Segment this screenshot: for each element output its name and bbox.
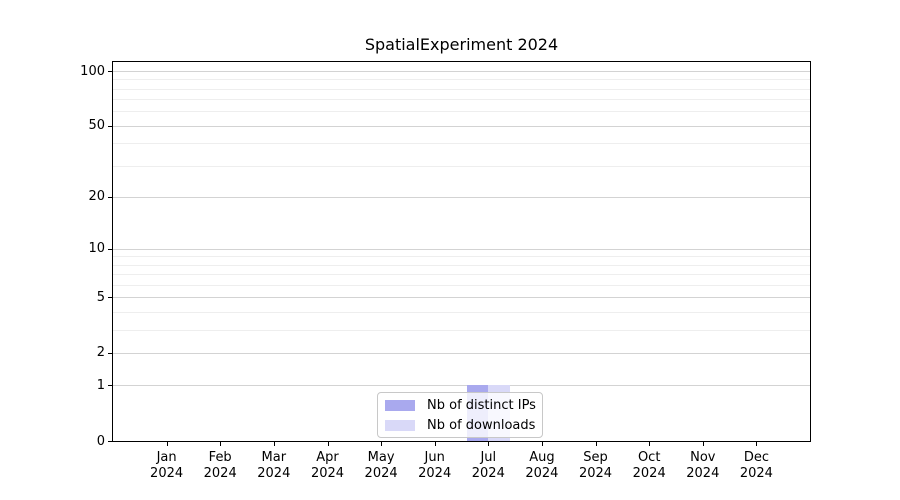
x-tick-month: Nov: [690, 450, 716, 465]
x-tick-year: 2024: [203, 466, 237, 481]
major-gridline: [113, 248, 810, 250]
y-axis-tick-label: 2: [96, 345, 105, 361]
y-axis-tick-label: 20: [88, 189, 105, 205]
minor-gridline: [113, 79, 810, 81]
x-axis-tick-label: Dec 2024: [726, 450, 786, 482]
x-tick-month: May: [367, 450, 395, 465]
minor-gridline: [113, 312, 810, 313]
x-tick-year: 2024: [632, 466, 666, 481]
x-axis-tick-label: Sep 2024: [566, 450, 626, 482]
y-axis-tick: [108, 196, 112, 198]
major-gridline: [113, 125, 810, 127]
minor-gridline: [113, 329, 810, 331]
x-tick-year: 2024: [471, 466, 505, 481]
chart-title: SpatialExperiment 2024: [364, 35, 559, 54]
legend-swatch: [385, 399, 415, 411]
y-axis-tick-label: 0: [96, 433, 105, 449]
x-axis-tick-label: Jun 2024: [405, 450, 465, 482]
minor-gridline: [113, 165, 810, 167]
x-axis-tick-label: May 2024: [351, 450, 411, 482]
y-axis-tick: [108, 71, 112, 72]
legend: Nb of distinct IPs Nb of downloads: [377, 392, 543, 438]
x-tick-month: Apr: [316, 450, 339, 465]
x-tick-year: 2024: [686, 466, 720, 481]
x-axis-tick: [756, 442, 758, 446]
x-axis-tick-label: Mar 2024: [244, 450, 304, 482]
x-tick-year: 2024: [525, 466, 559, 481]
x-tick-month: Jun: [424, 450, 445, 465]
x-tick-month: Feb: [208, 450, 232, 465]
x-tick-month: Sep: [583, 450, 608, 465]
x-axis-tick-label: Oct 2024: [619, 450, 679, 482]
x-axis-tick-label: Apr 2024: [298, 450, 358, 482]
x-tick-month: Jan: [156, 450, 177, 465]
legend-label: Nb of distinct IPs: [427, 397, 536, 413]
y-axis-tick: [108, 297, 112, 299]
x-axis-tick: [220, 442, 222, 446]
x-axis-tick-label: Jan 2024: [137, 450, 197, 482]
x-axis-tick-label: Nov 2024: [673, 450, 733, 482]
x-axis-tick: [166, 442, 168, 446]
x-tick-year: 2024: [257, 466, 291, 481]
x-tick-year: 2024: [418, 466, 452, 481]
legend-swatch: [385, 419, 415, 431]
x-tick-month: Oct: [637, 450, 661, 465]
major-gridline: [113, 71, 810, 72]
y-axis-tick-label: 5: [96, 289, 105, 305]
x-axis-tick: [488, 442, 490, 446]
x-tick-month: Jul: [480, 450, 497, 465]
x-axis-tick-label: Aug 2024: [512, 450, 572, 482]
legend-label: Nb of downloads: [427, 417, 536, 433]
x-tick-year: 2024: [578, 466, 613, 481]
minor-gridline: [113, 264, 810, 266]
x-tick-month: Aug: [529, 450, 555, 465]
legend-item: Nb of downloads: [385, 418, 535, 433]
x-axis-tick-label: Jul 2024: [458, 450, 518, 482]
y-axis-tick: [108, 441, 112, 442]
minor-gridline: [113, 143, 810, 145]
y-axis-tick-label: 50: [88, 118, 105, 134]
x-tick-month: Dec: [743, 450, 769, 465]
x-axis-tick: [541, 442, 543, 446]
y-axis-tick-label: 10: [88, 241, 105, 257]
y-axis-tick: [108, 248, 112, 250]
minor-gridline: [113, 99, 810, 101]
plot-area: [112, 61, 811, 442]
y-axis-tick: [108, 385, 112, 387]
x-tick-year: 2024: [310, 466, 345, 481]
minor-gridline: [113, 256, 810, 258]
legend-item: Nb of distinct IPs: [385, 397, 536, 413]
minor-gridline: [113, 88, 810, 90]
x-tick-year: 2024: [739, 466, 773, 481]
x-axis-tick: [595, 442, 597, 446]
y-axis-tick: [108, 352, 112, 354]
minor-gridline: [113, 285, 810, 286]
y-axis-tick: [108, 125, 112, 127]
minor-gridline: [113, 111, 810, 113]
x-axis-tick: [649, 442, 651, 446]
x-tick-month: Mar: [261, 450, 287, 465]
major-gridline: [113, 352, 810, 354]
y-axis-tick-label: 100: [80, 63, 105, 79]
minor-gridline: [113, 274, 810, 276]
major-gridline: [113, 297, 810, 299]
x-axis-tick: [273, 442, 275, 446]
x-axis-tick-label: Feb 2024: [190, 450, 250, 482]
x-axis-tick: [434, 442, 436, 446]
x-tick-year: 2024: [364, 466, 398, 481]
y-axis-tick-label: 1: [96, 377, 105, 393]
x-tick-year: 2024: [150, 466, 184, 481]
major-gridline: [113, 196, 810, 198]
major-gridline: [113, 385, 810, 387]
x-axis-tick: [381, 442, 383, 446]
x-axis-tick: [327, 442, 329, 446]
x-axis-tick: [702, 442, 704, 446]
